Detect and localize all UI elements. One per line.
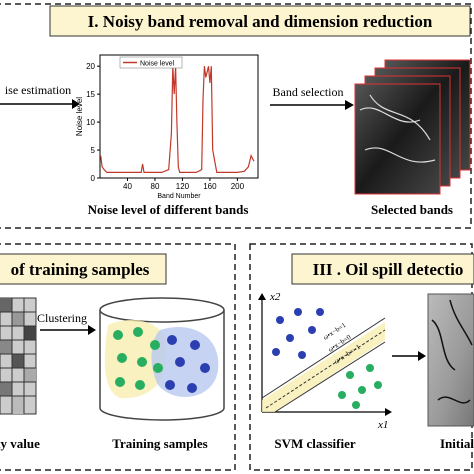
arrow-head [72, 99, 80, 109]
arrow-head [418, 351, 426, 361]
arrow-head [88, 325, 96, 335]
legend-label: Noise level [140, 61, 175, 68]
caption: Training samples [112, 436, 207, 451]
axis-label: x1 [377, 419, 388, 431]
y-axis-label: Noise level [75, 97, 84, 136]
x-tick-label: 200 [231, 182, 245, 191]
axis-label: x2 [269, 291, 281, 303]
pixel-grid [0, 297, 37, 415]
y-tick-label: 5 [91, 146, 96, 155]
x-tick-label: 120 [176, 182, 190, 191]
panel-title: I. Noisy band removal and dimension redu… [88, 12, 433, 31]
y-tick-label: 15 [86, 90, 95, 99]
y-tick-label: 10 [86, 118, 95, 127]
panel-title: III . Oil spill detectio [313, 260, 464, 279]
arrow-label: Band selection [273, 85, 344, 99]
panel-border [0, 243, 236, 471]
y-tick-label: 0 [91, 174, 96, 183]
caption: SVM classifier [274, 436, 355, 451]
arrow-label: Clustering [37, 311, 87, 325]
slick-texture [431, 299, 473, 404]
plot-frame [99, 54, 259, 179]
legend-box [119, 56, 183, 69]
title-box [0, 253, 167, 285]
caption: Selected bands [371, 202, 453, 217]
noise-line [100, 66, 255, 173]
caption: Noise level of different bands [88, 202, 249, 217]
sample-cylinder [99, 297, 225, 421]
y-tick-label: 20 [86, 62, 95, 71]
title-box [291, 253, 474, 285]
x-tick-label: 40 [123, 182, 132, 191]
arrow-head [345, 100, 354, 110]
caption: Initial detec [440, 436, 474, 451]
caption: ty value [0, 436, 40, 451]
arrow-label: ise estimation [5, 83, 71, 97]
panel-title: of training samples [11, 260, 150, 279]
slick-texture [359, 94, 436, 163]
noise-chart: 0 5 10 15 20 40 80 120 160 200 Noise level Band Num… [75, 54, 259, 200]
x-tick-label: 160 [203, 182, 217, 191]
detection-image [427, 293, 474, 427]
svm-plot [258, 293, 392, 416]
title-box [49, 5, 471, 37]
x-tick-label: 80 [151, 182, 160, 191]
band-image [354, 83, 441, 195]
x-axis-label: Band Number [157, 193, 201, 200]
